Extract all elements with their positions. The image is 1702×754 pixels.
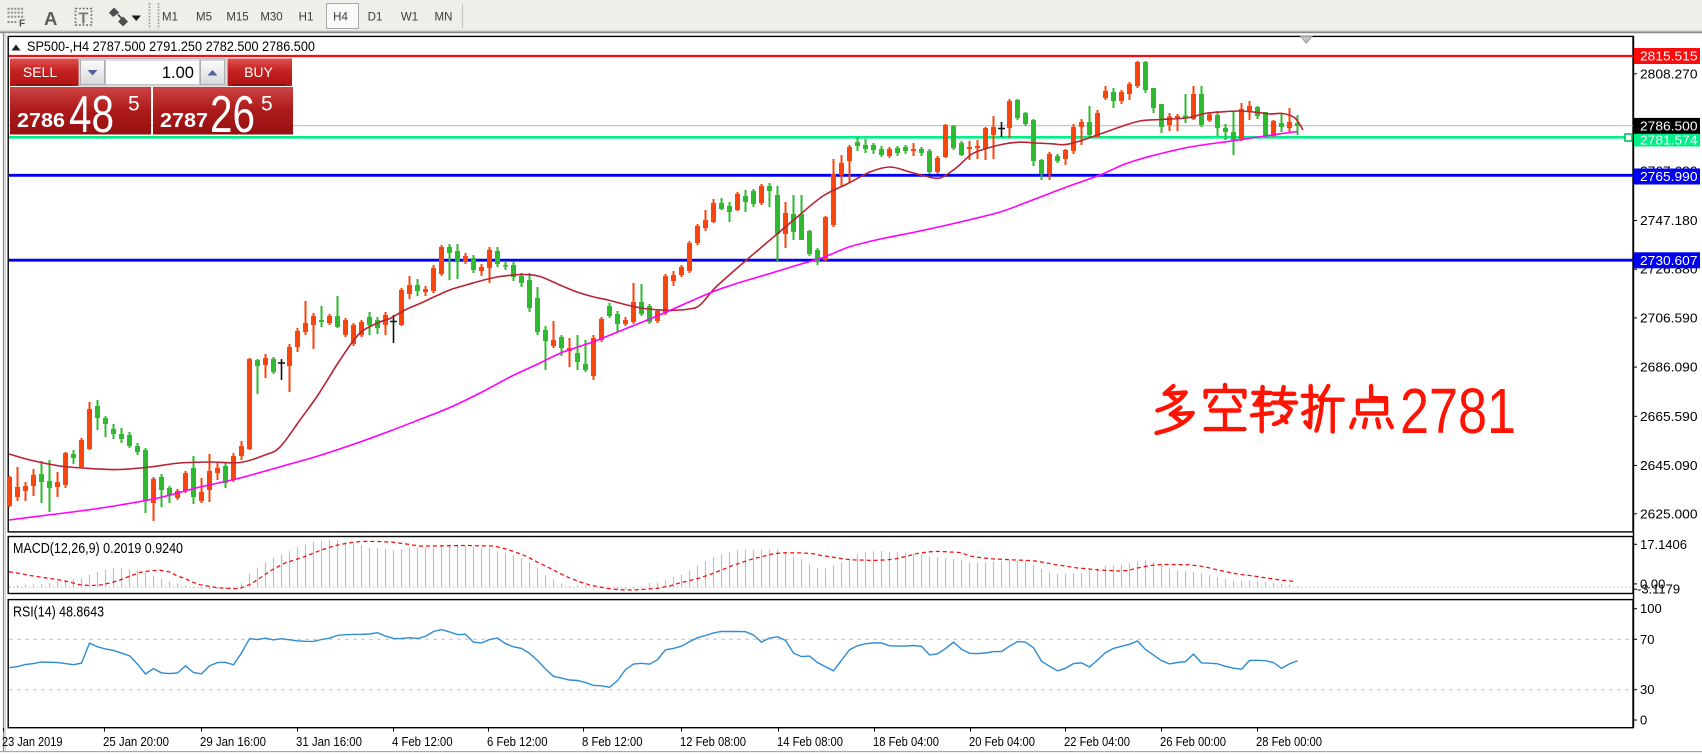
svg-text:-3.1179: -3.1179 xyxy=(1637,582,1680,597)
svg-text:A: A xyxy=(44,8,57,29)
svg-text:M30: M30 xyxy=(260,12,282,24)
svg-text:D1: D1 xyxy=(368,12,383,24)
svg-text:2665.590: 2665.590 xyxy=(1640,409,1698,424)
svg-text:100: 100 xyxy=(1640,601,1662,616)
svg-text:2786.500: 2786.500 xyxy=(1640,118,1698,133)
svg-text:31 Jan 16:00: 31 Jan 16:00 xyxy=(296,735,362,749)
svg-text:2808.270: 2808.270 xyxy=(1640,66,1698,81)
svg-text:26: 26 xyxy=(210,86,255,144)
svg-text:0: 0 xyxy=(1640,713,1647,728)
svg-text:2815.515: 2815.515 xyxy=(1640,49,1698,64)
svg-text:M15: M15 xyxy=(226,12,248,24)
svg-text:2730.607: 2730.607 xyxy=(1640,253,1698,268)
svg-text:20 Feb 04:00: 20 Feb 04:00 xyxy=(969,735,1035,749)
svg-text:26 Feb 00:00: 26 Feb 00:00 xyxy=(1160,735,1226,749)
svg-text:23 Jan 2019: 23 Jan 2019 xyxy=(2,735,63,749)
svg-text:2645.090: 2645.090 xyxy=(1640,458,1698,473)
svg-text:5: 5 xyxy=(261,93,273,116)
svg-text:70: 70 xyxy=(1640,632,1654,647)
svg-text:29 Jan 16:00: 29 Jan 16:00 xyxy=(200,735,266,749)
svg-text:MACD(12,26,9) 0.2019 0.9240: MACD(12,26,9) 0.2019 0.9240 xyxy=(13,541,183,557)
svg-text:0.00: 0.00 xyxy=(1640,576,1665,591)
svg-text:12 Feb 08:00: 12 Feb 08:00 xyxy=(680,735,746,749)
svg-text:W1: W1 xyxy=(401,12,418,24)
svg-text:30: 30 xyxy=(1640,682,1654,697)
svg-text:H4: H4 xyxy=(333,12,348,24)
svg-text:2686.090: 2686.090 xyxy=(1640,360,1698,375)
svg-text:48: 48 xyxy=(69,86,114,144)
svg-text:2781: 2781 xyxy=(1400,375,1516,447)
svg-text:17.1406: 17.1406 xyxy=(1640,537,1687,552)
svg-text:2786: 2786 xyxy=(17,109,65,132)
svg-text:6 Feb 12:00: 6 Feb 12:00 xyxy=(487,735,548,749)
svg-text:22 Feb 04:00: 22 Feb 04:00 xyxy=(1064,735,1130,749)
svg-text:F: F xyxy=(19,19,25,30)
svg-text:BUY: BUY xyxy=(244,64,273,80)
svg-text:2765.990: 2765.990 xyxy=(1640,169,1698,184)
svg-text:8 Feb 12:00: 8 Feb 12:00 xyxy=(582,735,643,749)
svg-text:H1: H1 xyxy=(299,12,314,24)
svg-text:SELL: SELL xyxy=(23,64,57,80)
svg-text:2787: 2787 xyxy=(160,109,208,132)
svg-text:2706.590: 2706.590 xyxy=(1640,310,1698,325)
svg-text:M1: M1 xyxy=(162,12,178,24)
svg-text:4 Feb 12:00: 4 Feb 12:00 xyxy=(392,735,453,749)
svg-text:RSI(14) 48.8643: RSI(14) 48.8643 xyxy=(13,605,104,621)
svg-text:MN: MN xyxy=(435,12,453,24)
svg-text:2625.000: 2625.000 xyxy=(1640,506,1698,521)
svg-text:M5: M5 xyxy=(196,12,212,24)
svg-text:18 Feb 04:00: 18 Feb 04:00 xyxy=(873,735,939,749)
svg-text:25 Jan 20:00: 25 Jan 20:00 xyxy=(103,735,169,749)
svg-text:2747.180: 2747.180 xyxy=(1640,213,1698,228)
svg-text:SP500-,H4 2787.500 2791.250 2: SP500-,H4 2787.500 2791.250 2782.500 278… xyxy=(27,39,315,54)
svg-text:28 Feb 00:00: 28 Feb 00:00 xyxy=(1256,735,1322,749)
svg-text:1.00: 1.00 xyxy=(162,64,194,82)
svg-text:T: T xyxy=(79,11,89,28)
svg-text:2781.574: 2781.574 xyxy=(1640,132,1698,147)
svg-text:14 Feb 08:00: 14 Feb 08:00 xyxy=(777,735,843,749)
svg-text:5: 5 xyxy=(128,93,140,116)
